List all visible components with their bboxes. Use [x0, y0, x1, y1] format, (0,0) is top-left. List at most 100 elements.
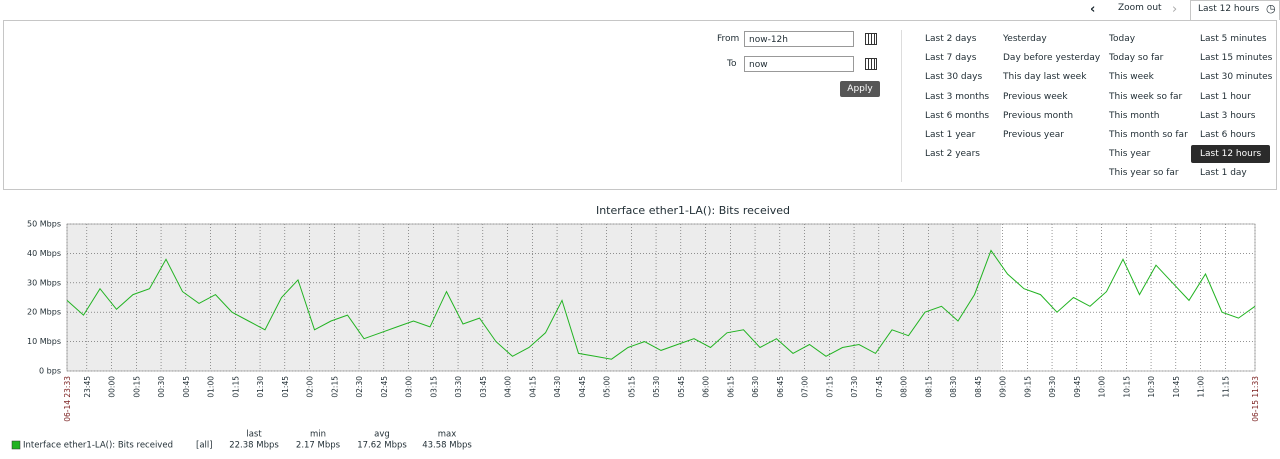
- to-input[interactable]: now: [744, 56, 854, 72]
- x-tick-label: 03:30: [454, 376, 463, 398]
- x-tick-label: 04:15: [528, 376, 537, 398]
- quick-range-link[interactable]: This year: [1109, 149, 1151, 160]
- data-line: [66, 249, 1256, 360]
- quick-range-link[interactable]: Yesterday: [1003, 34, 1047, 44]
- x-tick-label: 00:45: [182, 376, 191, 398]
- quick-range-link[interactable]: Today: [1109, 34, 1136, 44]
- x-tick-label: 06-15 11:33: [1251, 376, 1260, 422]
- y-tick-label: 40 Mbps: [27, 249, 61, 258]
- x-tick-label: 03:00: [405, 376, 414, 398]
- x-tick-label: 05:45: [677, 376, 686, 398]
- quick-range-link[interactable]: This week: [1109, 72, 1154, 83]
- zoom-out-button[interactable]: Zoom out: [1118, 3, 1162, 13]
- quick-range-link[interactable]: Last 6 months: [925, 110, 990, 121]
- apply-button[interactable]: Apply: [840, 81, 880, 97]
- quick-range-link[interactable]: Last 3 hours: [1200, 110, 1256, 121]
- y-tick-label: 50 Mbps: [27, 220, 61, 229]
- quick-range-link[interactable]: Previous month: [1003, 110, 1074, 121]
- x-tick-label: 02:45: [380, 376, 389, 398]
- from-input[interactable]: now-12h: [744, 31, 854, 47]
- to-calendar[interactable]: [865, 58, 877, 70]
- x-tick-label: 00:15: [132, 376, 141, 398]
- quick-range-link[interactable]: Last 3 months: [925, 91, 990, 102]
- y-tick-label: 10 Mbps: [27, 337, 61, 346]
- legend-value: 17.62 Mbps: [357, 441, 407, 451]
- x-tick-label: 03:45: [479, 376, 488, 398]
- quick-range-link[interactable]: This month: [1109, 110, 1160, 121]
- quick-range-link[interactable]: This day last week: [1003, 72, 1087, 83]
- legend-value: 22.38 Mbps: [229, 441, 279, 451]
- x-tick-label: 02:15: [330, 376, 339, 398]
- x-tick-label: 10:45: [1172, 376, 1181, 398]
- legend-value: 2.17 Mbps: [296, 441, 341, 451]
- x-tick-label: 04:00: [504, 376, 513, 398]
- quick-range-link[interactable]: Last 2 days: [925, 34, 977, 44]
- x-tick-label: 06:00: [702, 376, 711, 398]
- x-tick-label: 05:15: [627, 376, 636, 398]
- x-tick-label: 09:00: [999, 376, 1008, 398]
- x-tick-label: 07:00: [801, 376, 810, 398]
- x-tick-label: 08:45: [974, 376, 983, 398]
- quick-range-link[interactable]: Last 1 year: [925, 130, 976, 140]
- x-tick-label: 05:30: [652, 376, 661, 398]
- y-tick-label: 20 Mbps: [27, 308, 61, 317]
- x-tick-label: 23:45: [83, 376, 92, 398]
- x-tick-label: 03:15: [429, 376, 438, 398]
- quick-range-link[interactable]: Last 7 days: [925, 53, 977, 64]
- quick-range-link[interactable]: This week so far: [1109, 91, 1183, 102]
- separator: [901, 30, 902, 182]
- x-tick-label: 05:00: [603, 376, 612, 398]
- x-tick-label: 02:30: [355, 376, 364, 398]
- x-tick-label: 04:45: [578, 376, 587, 398]
- legend-swatch: [11, 440, 21, 450]
- quick-ranges: Last 2 days Last 7 days Last 30 days Last 3…: [4, 21, 1276, 189]
- legend-scope: [all]: [196, 441, 213, 451]
- x-tick-label: 10:00: [1098, 376, 1107, 398]
- x-tick-label: 09:30: [1048, 376, 1057, 398]
- time-tab[interactable]: Last 12 hours ◷: [1190, 0, 1280, 20]
- plot-border: [66, 223, 1256, 372]
- top-bar: ‹ Zoom out › Last 12 hours ◷: [0, 0, 1280, 20]
- x-tick-label: 01:00: [207, 376, 216, 398]
- quick-range-link[interactable]: Previous week: [1003, 91, 1068, 102]
- x-tick-label: 08:30: [949, 376, 958, 398]
- clock-icon: ◷: [1266, 2, 1276, 15]
- quick-range-link[interactable]: Last 1 hour: [1200, 91, 1251, 102]
- x-tick-label: 06:30: [751, 376, 760, 398]
- x-tick-label: 10:15: [1122, 376, 1131, 398]
- zoom-prev-icon[interactable]: ‹: [1090, 2, 1096, 17]
- from-calendar[interactable]: [865, 33, 877, 45]
- quick-range-link[interactable]: Last 12 hours: [1191, 145, 1271, 164]
- x-tick-label: 08:00: [900, 376, 909, 398]
- zoom-next-icon: ›: [1172, 2, 1178, 17]
- quick-range-link[interactable]: This year so far: [1109, 168, 1179, 179]
- x-tick-label: 07:15: [825, 376, 834, 398]
- legend-column-header: last: [246, 430, 262, 440]
- legend-column-header: max: [438, 430, 457, 440]
- quick-range-link[interactable]: Last 15 minutes: [1200, 53, 1273, 64]
- quick-range-link[interactable]: Last 6 hours: [1200, 130, 1256, 140]
- x-tick-label: 07:30: [850, 376, 859, 398]
- quick-range-link[interactable]: Last 30 days: [925, 72, 983, 83]
- x-tick-label: 06:15: [726, 376, 735, 398]
- x-tick-label: 11:15: [1221, 376, 1230, 398]
- quick-range-link[interactable]: This month so far: [1109, 130, 1188, 140]
- legend-column-header: avg: [374, 430, 390, 440]
- legend-value: 43.58 Mbps: [422, 441, 472, 451]
- quick-range-link[interactable]: Last 5 minutes: [1200, 34, 1267, 44]
- quick-range-link[interactable]: Last 1 day: [1200, 168, 1247, 179]
- x-tick-label: 07:45: [875, 376, 884, 398]
- legend-label: Interface ether1-LA(): Bits received: [23, 441, 173, 451]
- x-tick-label: 08:15: [924, 376, 933, 398]
- quick-range-link[interactable]: Previous year: [1003, 130, 1064, 140]
- quick-range-link[interactable]: Today so far: [1109, 53, 1164, 64]
- x-tick-label: 02:00: [306, 376, 315, 398]
- quick-range-link[interactable]: Last 2 years: [925, 149, 980, 160]
- x-tick-label: 06:45: [776, 376, 785, 398]
- quick-range-link[interactable]: Day before yesterday: [1003, 53, 1101, 64]
- x-tick-label: 01:30: [256, 376, 265, 398]
- x-tick-label: 00:30: [157, 376, 166, 398]
- quick-range-link[interactable]: Last 30 minutes: [1200, 72, 1273, 83]
